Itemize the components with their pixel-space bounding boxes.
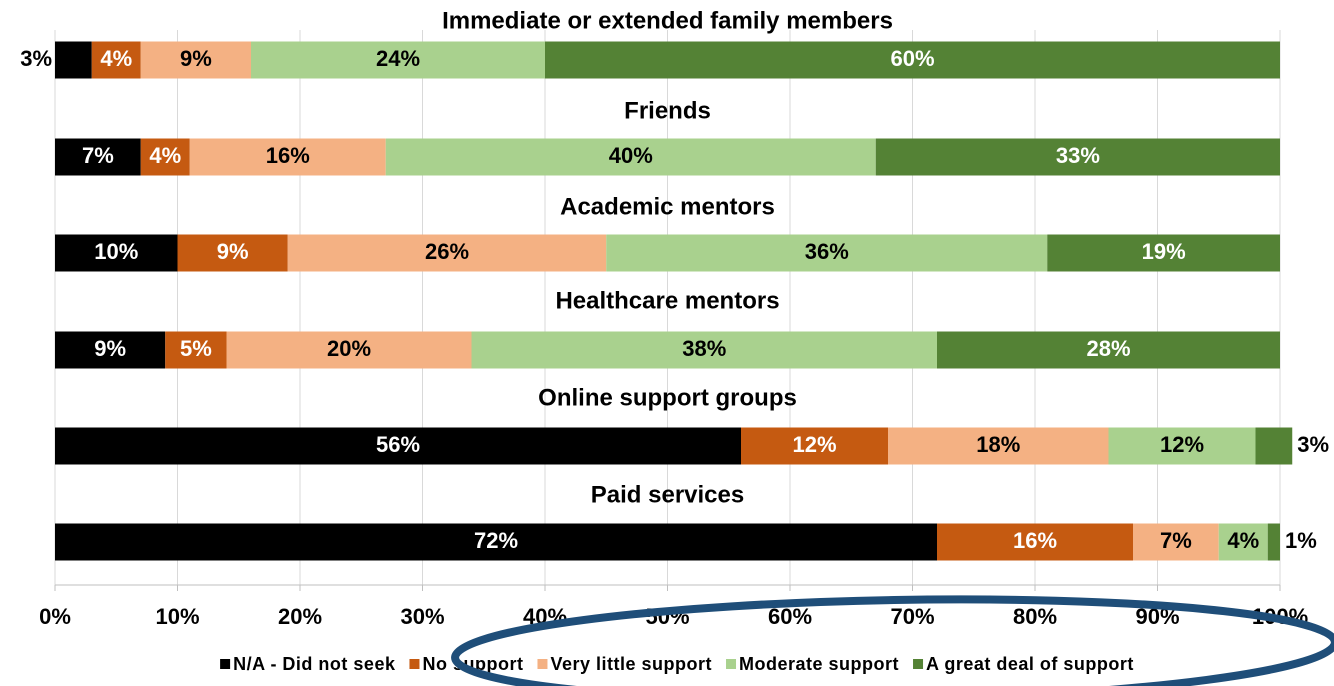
bar-segment [875,138,1280,176]
bar-segment [1267,523,1280,561]
value-label: 33% [1056,143,1100,168]
annotation-ellipse [451,595,1334,686]
value-label: 72% [474,528,518,553]
value-label: 16% [1013,528,1057,553]
category-label: Paid services [591,481,744,508]
value-label: 9% [217,239,249,264]
bar-segment [471,331,937,369]
bar-segment [1218,523,1268,561]
bar-segment [545,41,1280,79]
value-label: 5% [180,336,212,361]
bar-segment [1255,427,1293,465]
value-label: 36% [805,239,849,264]
value-label: 4% [100,46,132,71]
legend-swatch [537,659,548,669]
bar-segment [177,234,288,272]
bar-segment [606,234,1048,272]
value-label: 9% [94,336,126,361]
value-label: 4% [149,143,181,168]
value-label: 9% [180,46,212,71]
value-label: 3% [1297,432,1329,457]
value-label: 60% [890,46,934,71]
value-label: 26% [425,239,469,264]
legend-label: N/A - Did not seek [233,654,396,674]
bar-segment [55,41,92,79]
value-label: 7% [82,143,114,168]
legend-swatch [913,659,924,669]
value-label: 12% [792,432,836,457]
bar-segment [55,138,141,176]
value-label: 19% [1142,239,1186,264]
legend-label: A great deal of support [926,654,1134,674]
x-tick-label: 0% [39,604,71,629]
value-label: 20% [327,336,371,361]
category-label: Academic mentors [560,193,775,220]
bar-segment [1133,523,1219,561]
bar-segment [1047,234,1280,272]
legend-swatch [220,659,231,669]
value-label: 3% [20,46,52,71]
bar-segment [55,234,178,272]
value-label: 7% [1160,528,1192,553]
x-tick-label: 30% [400,604,444,629]
bar-segment [937,523,1133,561]
bar-segment [140,138,190,176]
bar-segment [91,41,141,79]
category-label: Immediate or extended family members [442,7,893,34]
x-tick-label: 60% [768,604,812,629]
legend-swatch [726,659,737,669]
bar-segment [55,523,937,561]
bar-segment [55,331,166,369]
legend-label: No support [422,654,523,674]
category-label: Online support groups [538,384,797,411]
value-label: 16% [266,143,310,168]
category-label: Friends [624,97,711,124]
x-tick-label: 20% [278,604,322,629]
bar-segment [165,331,227,369]
x-tick-label: 10% [155,604,199,629]
bar-segment [1108,427,1256,465]
bar-segment [55,427,741,465]
value-label: 24% [376,46,420,71]
x-tick-label: 80% [1013,604,1057,629]
value-label: 10% [94,239,138,264]
bar-segment [888,427,1109,465]
bar-segment [937,331,1280,369]
legend-swatch [409,659,420,669]
value-label: 1% [1285,528,1317,553]
value-label: 38% [682,336,726,361]
bar-segment [251,41,545,79]
value-label: 28% [1086,336,1130,361]
value-label: 40% [609,143,653,168]
value-label: 18% [976,432,1020,457]
legend-label: Very little support [550,654,712,674]
value-label: 56% [376,432,420,457]
value-label: 4% [1227,528,1259,553]
x-tick-label: 70% [890,604,934,629]
bar-segment [741,427,888,465]
legend-label: Moderate support [739,654,899,674]
bar-segment [385,138,876,176]
bar-segment [287,234,607,272]
value-label: 12% [1160,432,1204,457]
category-label: Healthcare mentors [555,287,779,314]
bar-segment [226,331,472,369]
bar-segment [189,138,386,176]
bar-segment [140,41,251,79]
